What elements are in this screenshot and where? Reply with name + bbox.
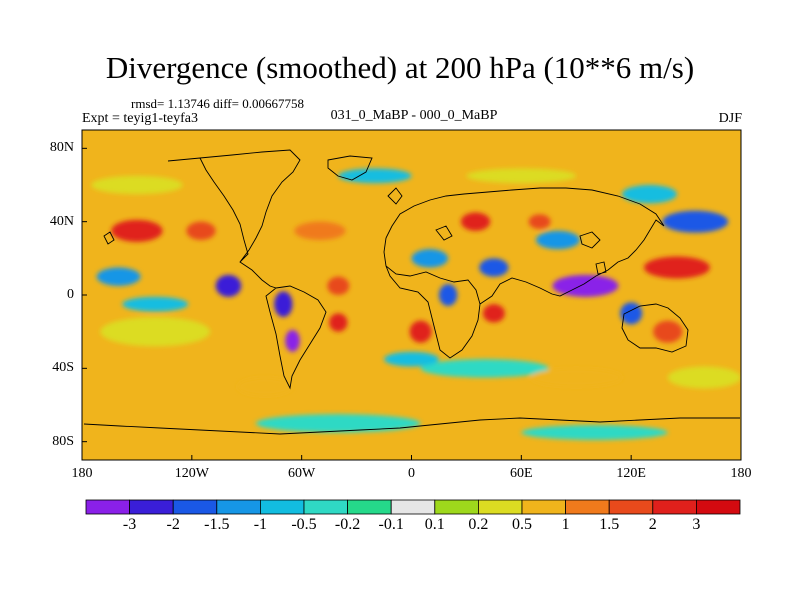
colorbar-swatch xyxy=(521,499,566,515)
field-anomaly-2 xyxy=(274,291,293,317)
field-anomaly-15 xyxy=(255,414,421,433)
field-anomaly-29 xyxy=(100,317,211,347)
colorbar-label: 1 xyxy=(561,516,570,533)
colorbar-swatch xyxy=(390,499,436,515)
field-anomaly-5 xyxy=(411,249,449,268)
colorbar-label: 0.2 xyxy=(468,516,489,533)
stats-text: rmsd= 1.13746 diff= 0.00667758 xyxy=(131,96,304,111)
field-anomaly-13 xyxy=(338,168,412,184)
field-anomaly-3 xyxy=(285,329,300,352)
axis-ticks xyxy=(81,147,742,460)
y-tick-label: 0 xyxy=(67,287,74,302)
field-anomaly-30 xyxy=(91,175,183,195)
colorbar-swatch xyxy=(608,499,654,515)
colorbar-swatch xyxy=(216,499,261,515)
colorbar-label: -0.5 xyxy=(291,516,317,533)
colorbar-swatch xyxy=(129,499,174,515)
y-tick-label: 80S xyxy=(52,433,74,449)
map-background xyxy=(82,130,741,460)
colorbar-label: 2 xyxy=(648,516,657,533)
colorbar-swatch xyxy=(477,499,523,515)
field-anomaly-20 xyxy=(294,221,346,240)
field-anomaly-8 xyxy=(535,230,580,250)
colorbar-swatch xyxy=(347,499,392,515)
colorbar-label: -3 xyxy=(122,516,137,533)
colorbar-label: 0.1 xyxy=(424,516,445,533)
colorbar-label: -1.5 xyxy=(204,516,230,533)
field-anomaly-18 xyxy=(111,219,163,242)
colorbar-label: -0.1 xyxy=(378,516,404,533)
colorbar-label: 1.5 xyxy=(599,516,620,533)
colorbar-swatch xyxy=(565,499,610,515)
field-anomaly-0 xyxy=(96,267,141,286)
colorbar-label: -1 xyxy=(253,516,268,533)
field-anomaly-4 xyxy=(122,296,189,312)
subtitle: 031_0_MaBP - 000_0_MaBP xyxy=(330,108,498,123)
colorbar-swatch xyxy=(303,499,348,515)
x-tick-label: 60W xyxy=(288,466,316,481)
field-anomaly-12 xyxy=(622,185,677,204)
field-anomaly-11 xyxy=(662,210,729,233)
x-tick-label: 0 xyxy=(408,466,415,481)
colorbar-swatch xyxy=(172,499,218,515)
field-anomaly-17 xyxy=(384,351,439,367)
x-tick-label: 120E xyxy=(616,466,646,481)
y-tick-label: 40N xyxy=(49,213,74,229)
experiment-text: Expt = teyig1-teyfa3 xyxy=(82,111,198,126)
field-anomaly-31 xyxy=(466,168,577,184)
colorbar-label: 3 xyxy=(692,516,701,533)
field-anomaly-23 xyxy=(409,320,432,343)
colorbar-swatch xyxy=(85,499,130,515)
field-anomaly-32 xyxy=(530,368,623,387)
field-anomaly-14 xyxy=(420,359,549,378)
colorbar-swatch xyxy=(652,499,697,515)
y-tick-label: 40S xyxy=(52,360,74,376)
field-anomaly-22 xyxy=(329,313,348,332)
field-anomaly-28 xyxy=(653,320,683,343)
x-tick-label: 180 xyxy=(71,466,93,481)
field-anomaly-26 xyxy=(528,214,551,230)
field-anomaly-27 xyxy=(643,256,710,279)
x-tick-label: 120W xyxy=(174,466,209,481)
colorbar-label: 0.5 xyxy=(512,516,532,533)
field-anomaly-10 xyxy=(620,302,643,325)
field-anomaly-7 xyxy=(479,258,509,277)
x-tick-label: 60E xyxy=(510,466,533,481)
colorbar-swatch xyxy=(259,499,305,515)
field-anomaly-16 xyxy=(521,425,668,440)
colorbar-label: -2 xyxy=(166,516,180,533)
coastline-outline xyxy=(83,149,740,435)
colorbar-swatch xyxy=(696,499,741,515)
field-anomaly-9 xyxy=(552,274,619,297)
field-anomaly-19 xyxy=(186,221,216,240)
field-anomaly-24 xyxy=(460,212,491,231)
colorbar xyxy=(85,499,741,515)
field-anomaly-21 xyxy=(327,276,350,296)
field-anomaly-6 xyxy=(438,284,458,306)
colorbar-label: -0.2 xyxy=(334,516,361,533)
field-anomaly-33 xyxy=(237,377,293,396)
page-title: Divergence (smoothed) at 200 hPa (10**6 … xyxy=(105,50,695,85)
x-tick-label: 180 xyxy=(730,466,752,481)
field-anomaly-1 xyxy=(215,274,242,297)
season-label: DJF xyxy=(718,111,742,126)
field-anomaly-34 xyxy=(667,366,741,389)
y-tick-label: 80N xyxy=(49,140,74,156)
colorbar-swatch xyxy=(434,499,479,515)
field-anomaly-25 xyxy=(482,304,505,323)
